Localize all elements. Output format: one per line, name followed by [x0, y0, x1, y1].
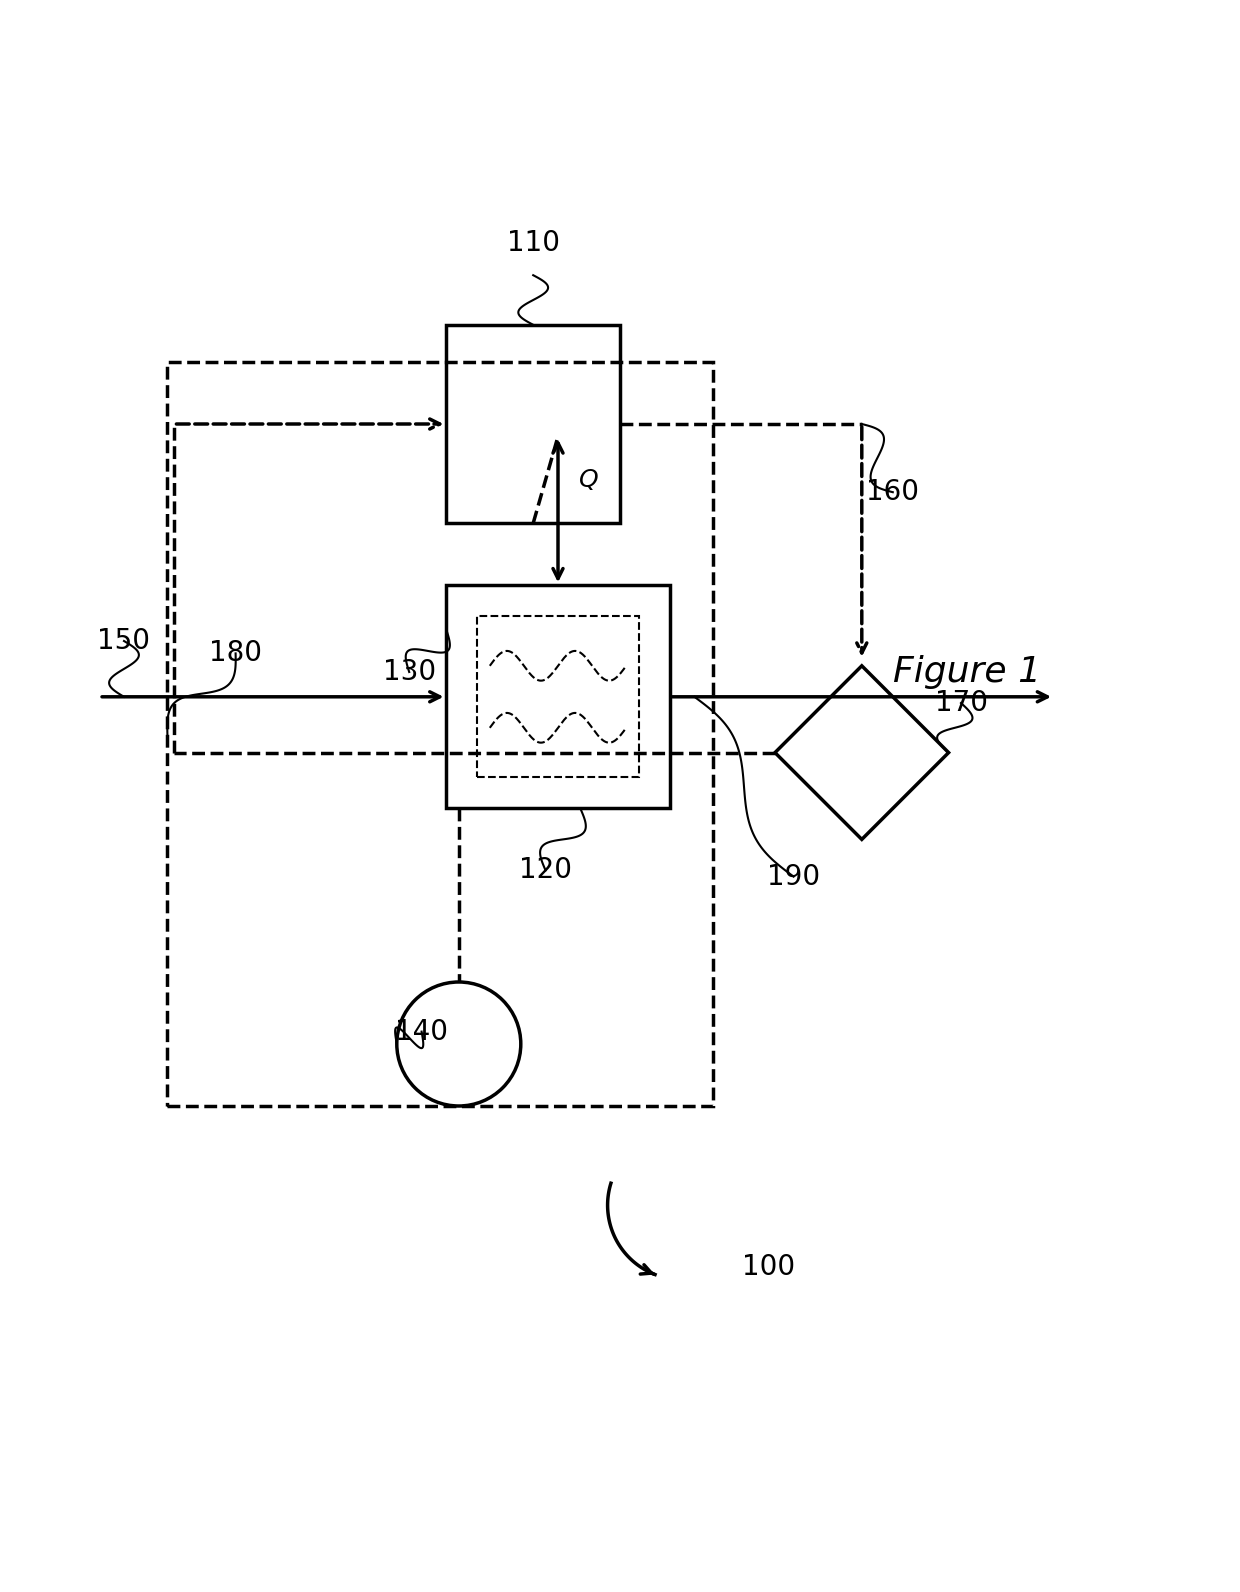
Text: 110: 110: [507, 229, 559, 256]
FancyBboxPatch shape: [446, 325, 620, 524]
Text: 130: 130: [383, 657, 435, 686]
Text: Figure 1: Figure 1: [893, 654, 1042, 689]
Circle shape: [397, 982, 521, 1106]
Text: 190: 190: [768, 863, 820, 890]
Text: 100: 100: [743, 1253, 795, 1282]
Text: Q: Q: [579, 468, 599, 492]
Text: 160: 160: [867, 478, 919, 506]
Text: 140: 140: [396, 1017, 448, 1046]
Text: 150: 150: [98, 627, 150, 654]
Polygon shape: [775, 665, 949, 839]
Text: 180: 180: [210, 640, 262, 667]
Text: 120: 120: [520, 856, 572, 885]
Text: 170: 170: [935, 689, 987, 716]
FancyBboxPatch shape: [446, 586, 670, 809]
